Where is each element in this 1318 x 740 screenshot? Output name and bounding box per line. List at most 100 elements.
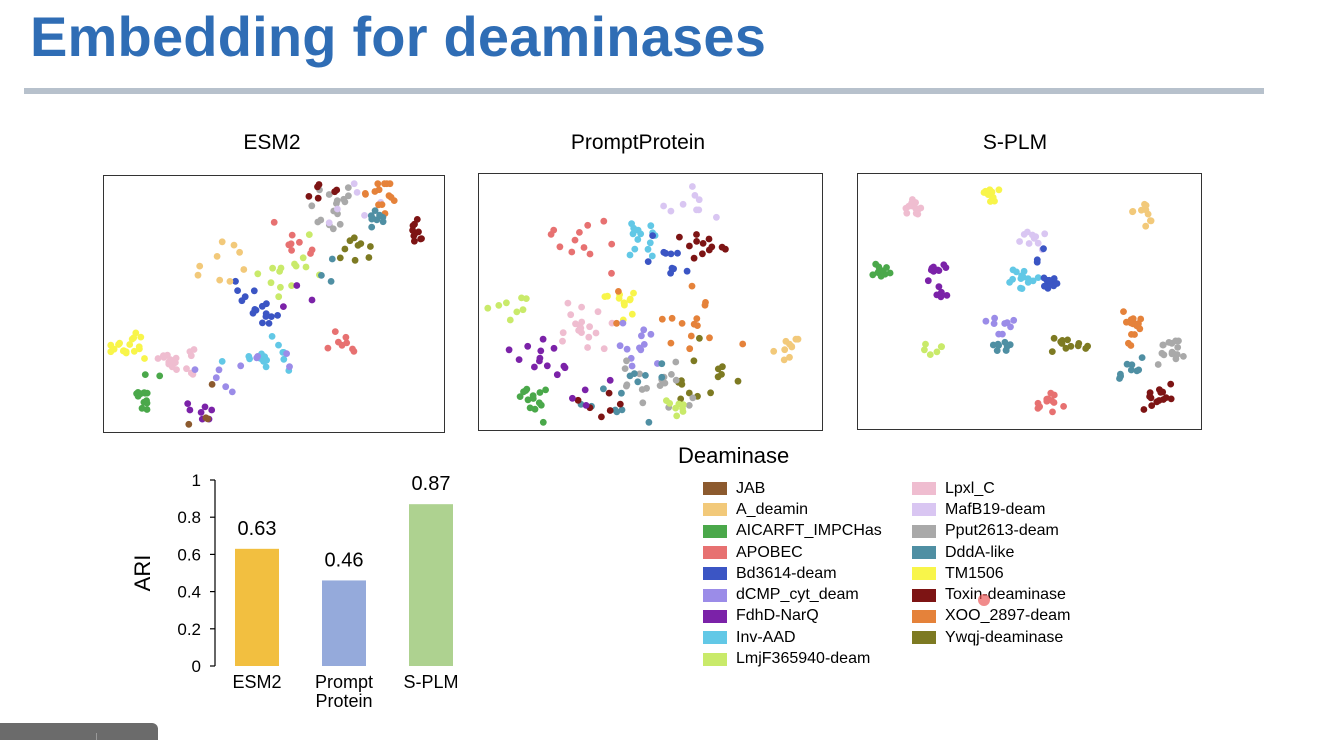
scatter-point bbox=[1049, 408, 1056, 416]
scatter-point bbox=[259, 319, 266, 327]
scatter-point bbox=[495, 302, 503, 309]
scatter-point bbox=[1116, 375, 1123, 382]
legend-item: FdhD-NarQ bbox=[703, 606, 882, 627]
scatter-point bbox=[1009, 266, 1017, 274]
scatter-point bbox=[324, 344, 332, 352]
scatter-point bbox=[386, 180, 394, 188]
scatter-point bbox=[739, 340, 747, 348]
scatter-point bbox=[630, 289, 637, 297]
scatter-point bbox=[1140, 406, 1148, 413]
ari-bar-chart: 0 0.2 0.4 0.6 0.8 1 ARI 0.63 ESM2 0.46 PromptProte… bbox=[130, 471, 459, 711]
scatter-point bbox=[1155, 397, 1163, 404]
scatter-point bbox=[1159, 341, 1167, 349]
legend-label: Lpxl_C bbox=[945, 479, 995, 497]
x-category-label: S-PLM bbox=[403, 672, 458, 692]
scatter-point bbox=[912, 199, 919, 206]
legend-swatch bbox=[703, 609, 727, 623]
scatter-point bbox=[734, 377, 742, 385]
scatter-point bbox=[613, 319, 620, 327]
scatter-point bbox=[1034, 239, 1042, 247]
scatter-point bbox=[515, 356, 523, 363]
scatter-point bbox=[130, 334, 138, 342]
panel-title-promptprotein: PromptProtein bbox=[570, 131, 706, 154]
scatter-point bbox=[550, 226, 558, 234]
scatter-point bbox=[648, 252, 656, 260]
scatter-point bbox=[559, 337, 566, 345]
scatter-point bbox=[1142, 206, 1150, 214]
scatter-point bbox=[325, 219, 333, 227]
legend-swatch bbox=[912, 631, 936, 645]
scatter-point bbox=[584, 221, 592, 229]
scatter-point bbox=[619, 319, 627, 327]
scatter-point bbox=[277, 283, 284, 291]
scatter-point bbox=[691, 192, 699, 199]
legend-title: Deaminase bbox=[678, 443, 790, 468]
scatter-point bbox=[190, 346, 198, 353]
scatter-point bbox=[1123, 318, 1130, 326]
scatter-point bbox=[354, 242, 362, 249]
scatter-point bbox=[516, 393, 524, 400]
scatter-point bbox=[524, 342, 532, 350]
scatter-point bbox=[666, 400, 674, 407]
legend-swatch bbox=[703, 482, 727, 496]
scatter-point bbox=[274, 312, 281, 319]
scatter-point bbox=[308, 296, 316, 304]
scatter-point bbox=[611, 406, 619, 414]
scatter-point bbox=[608, 269, 615, 277]
scatter-point bbox=[658, 360, 666, 368]
scatter-point bbox=[1033, 256, 1041, 264]
scatter-point bbox=[276, 268, 283, 275]
scatter-point bbox=[375, 201, 382, 209]
scatter-point bbox=[283, 350, 290, 357]
scatter-point bbox=[353, 189, 361, 196]
scatter-point bbox=[686, 345, 694, 353]
scatter-point bbox=[943, 292, 951, 299]
scatter-point bbox=[218, 238, 226, 246]
scatter-point bbox=[639, 399, 647, 407]
legend-label: AICARFT_IMPCHas bbox=[736, 522, 882, 540]
scatter-point bbox=[280, 355, 288, 363]
scatter-point bbox=[1146, 393, 1153, 400]
scatter-point bbox=[637, 346, 645, 354]
scatter-point bbox=[519, 306, 527, 314]
scatter-point bbox=[280, 303, 287, 310]
scatter-point bbox=[288, 231, 296, 239]
panel-title-splm: S-PLM bbox=[982, 131, 1048, 154]
scatter-point bbox=[213, 253, 221, 260]
scatter-point bbox=[1120, 308, 1127, 315]
scatter-point bbox=[940, 261, 948, 269]
scatter-point bbox=[265, 320, 273, 327]
scatter-point bbox=[379, 214, 387, 221]
scatter-point bbox=[185, 420, 193, 428]
scatter-point bbox=[722, 245, 729, 253]
scatter-point bbox=[334, 210, 341, 218]
scatter-point bbox=[254, 270, 262, 278]
scatter-point bbox=[141, 371, 149, 378]
scatter-point bbox=[621, 299, 628, 307]
scatter-point bbox=[390, 197, 398, 204]
scatter-point bbox=[270, 218, 278, 226]
legend-swatch bbox=[912, 503, 936, 517]
scatter-point bbox=[1047, 389, 1055, 397]
scatter-point bbox=[578, 303, 585, 311]
scatter-point bbox=[107, 341, 115, 349]
scatter-point bbox=[1050, 334, 1058, 342]
scatter-point bbox=[411, 237, 418, 245]
scatter-point bbox=[718, 371, 725, 378]
scatter-point bbox=[1136, 325, 1144, 333]
scatter-point bbox=[202, 414, 210, 422]
scatter-point bbox=[1082, 345, 1090, 352]
scatter-point bbox=[1048, 348, 1056, 355]
presentation-toolbar[interactable] bbox=[0, 723, 158, 740]
scatter-point bbox=[232, 277, 239, 285]
scatter-point bbox=[349, 345, 356, 353]
scatter-point bbox=[623, 357, 630, 365]
scatter-point bbox=[1174, 344, 1182, 351]
scatter-point bbox=[629, 230, 637, 238]
scatter-point bbox=[618, 389, 625, 397]
scatter-point bbox=[535, 399, 543, 407]
scatter-point bbox=[1167, 380, 1175, 388]
legend-label: TM1506 bbox=[945, 564, 1004, 582]
scatter-point bbox=[642, 372, 649, 379]
scatter-point bbox=[696, 334, 703, 342]
